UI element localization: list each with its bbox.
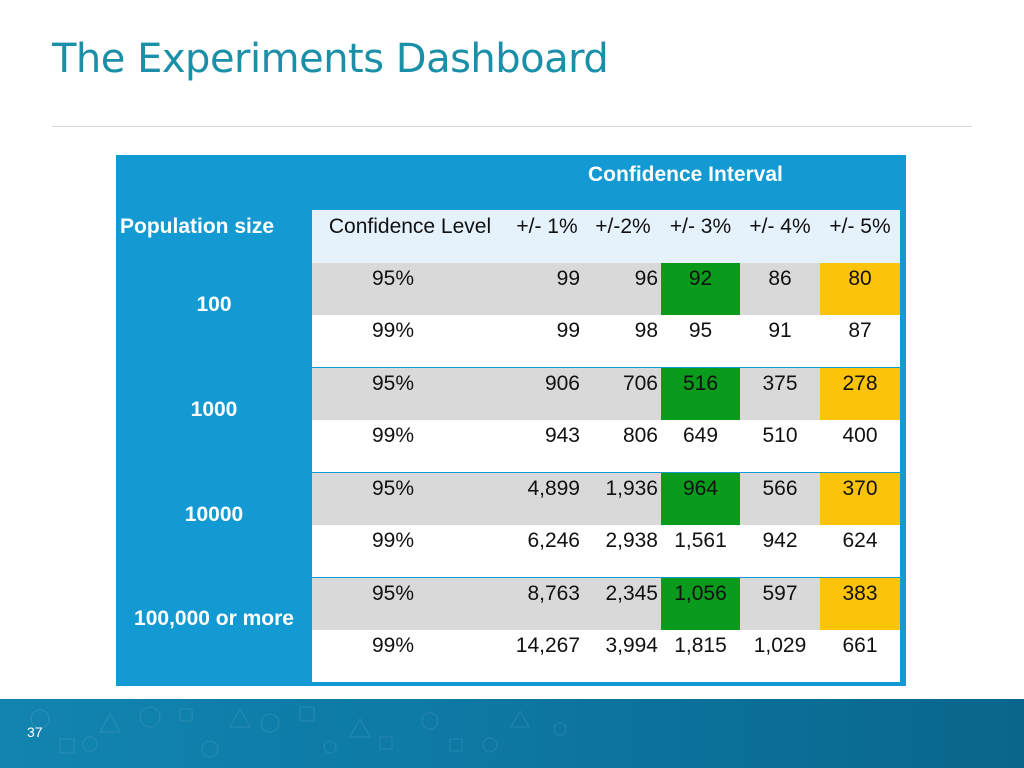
table-row: 95% 906 706 516 375 278 xyxy=(312,368,900,420)
confidence-level-cell: 95% xyxy=(372,477,415,500)
footer-pattern xyxy=(30,706,567,758)
ci-5-cell: 87 xyxy=(848,319,872,342)
ci-3-cell: 649 xyxy=(682,424,719,447)
ci-5-cell: 80 xyxy=(820,263,900,315)
ci-5-cell: 661 xyxy=(842,634,878,657)
ci-4-cell: 510 xyxy=(762,424,798,447)
ci-2-cell: 1,936 xyxy=(605,477,658,500)
ci-4-cell: 1,029 xyxy=(753,634,807,657)
header-confidence-level: Confidence Level xyxy=(328,215,492,238)
ci-2-cell: 706 xyxy=(622,372,658,395)
title-divider xyxy=(52,126,972,127)
ci-1-cell: 14,267 xyxy=(515,634,580,657)
confidence-level-cell: 95% xyxy=(372,267,415,290)
ci-2-cell: 3,994 xyxy=(605,634,658,657)
ci-4-cell: 566 xyxy=(762,477,798,500)
ci-5-cell: 383 xyxy=(820,578,900,630)
population-label: 100,000 or more xyxy=(134,607,294,630)
ci-3-cell: 1,815 xyxy=(674,634,727,657)
ci-3-cell: 516 xyxy=(661,368,740,420)
ci-3-cell: 1,561 xyxy=(674,529,727,552)
confidence-level-cell: 95% xyxy=(372,582,415,605)
header-ci-4: +/- 4% xyxy=(749,215,811,238)
ci-5-cell: 624 xyxy=(842,529,878,552)
ci-2-cell: 806 xyxy=(622,424,658,447)
ci-3-cell: 964 xyxy=(661,473,740,525)
population-label: 1000 xyxy=(190,398,238,421)
header-ci-1: +/- 1% xyxy=(516,215,578,238)
ci-1-cell: 6,246 xyxy=(527,529,580,552)
ci-5-cell: 400 xyxy=(842,424,878,447)
ci-3-cell: 95 xyxy=(688,319,713,342)
header-ci-2: +/-2% xyxy=(595,215,651,238)
header-ci-3: +/- 3% xyxy=(669,215,732,238)
ci-2-cell: 98 xyxy=(634,319,658,342)
confidence-level-cell: 99% xyxy=(372,319,415,342)
ci-5-cell: 370 xyxy=(820,473,900,525)
ci-4-cell: 91 xyxy=(768,319,792,342)
ci-1-cell: 4,899 xyxy=(527,477,580,500)
population-label: 10000 xyxy=(184,503,244,526)
table-row: 95% 99 96 92 86 80 xyxy=(312,263,900,315)
confidence-level-cell: 99% xyxy=(372,634,415,657)
slide-title: The Experiments Dashboard xyxy=(52,36,609,82)
population-size-header: Population size xyxy=(120,215,275,238)
ci-4-cell: 375 xyxy=(762,372,798,395)
table-row: 99% 99 98 95 91 87 xyxy=(312,315,900,367)
confidence-interval-header: Confidence Interval xyxy=(588,163,783,186)
table-row: 99% 14,267 3,994 1,815 1,029 661 xyxy=(312,630,900,682)
page-number: 37 xyxy=(27,724,43,740)
confidence-level-cell: 95% xyxy=(372,372,415,395)
header-ci-5: +/- 5% xyxy=(829,215,891,238)
ci-1-cell: 99 xyxy=(556,267,580,290)
ci-4-cell: 86 xyxy=(768,267,792,290)
confidence-level-cell: 99% xyxy=(372,529,415,552)
ci-1-cell: 906 xyxy=(544,372,580,395)
confidence-level-cell: 99% xyxy=(372,424,415,447)
table-row: 99% 6,246 2,938 1,561 942 624 xyxy=(312,525,900,577)
ci-2-cell: 96 xyxy=(634,267,658,290)
table-row: 95% 4,899 1,936 964 566 370 xyxy=(312,473,900,525)
ci-3-cell: 1,056 xyxy=(661,578,740,630)
ci-3-cell: 92 xyxy=(661,263,740,315)
column-header-row: Confidence Level +/- 1% +/-2% +/- 3% +/-… xyxy=(312,210,900,263)
ci-1-cell: 943 xyxy=(544,424,580,447)
footer-band xyxy=(0,699,1024,768)
table-row: 99% 943 806 649 510 400 xyxy=(312,420,900,472)
ci-4-cell: 597 xyxy=(762,582,798,605)
ci-1-cell: 99 xyxy=(556,319,580,342)
ci-1-cell: 8,763 xyxy=(527,582,580,605)
ci-2-cell: 2,938 xyxy=(605,529,658,552)
ci-5-cell: 278 xyxy=(820,368,900,420)
ci-2-cell: 2,345 xyxy=(605,582,658,605)
ci-4-cell: 942 xyxy=(762,529,798,552)
table-row: 95% 8,763 2,345 1,056 597 383 xyxy=(312,578,900,630)
population-label: 100 xyxy=(196,293,232,316)
